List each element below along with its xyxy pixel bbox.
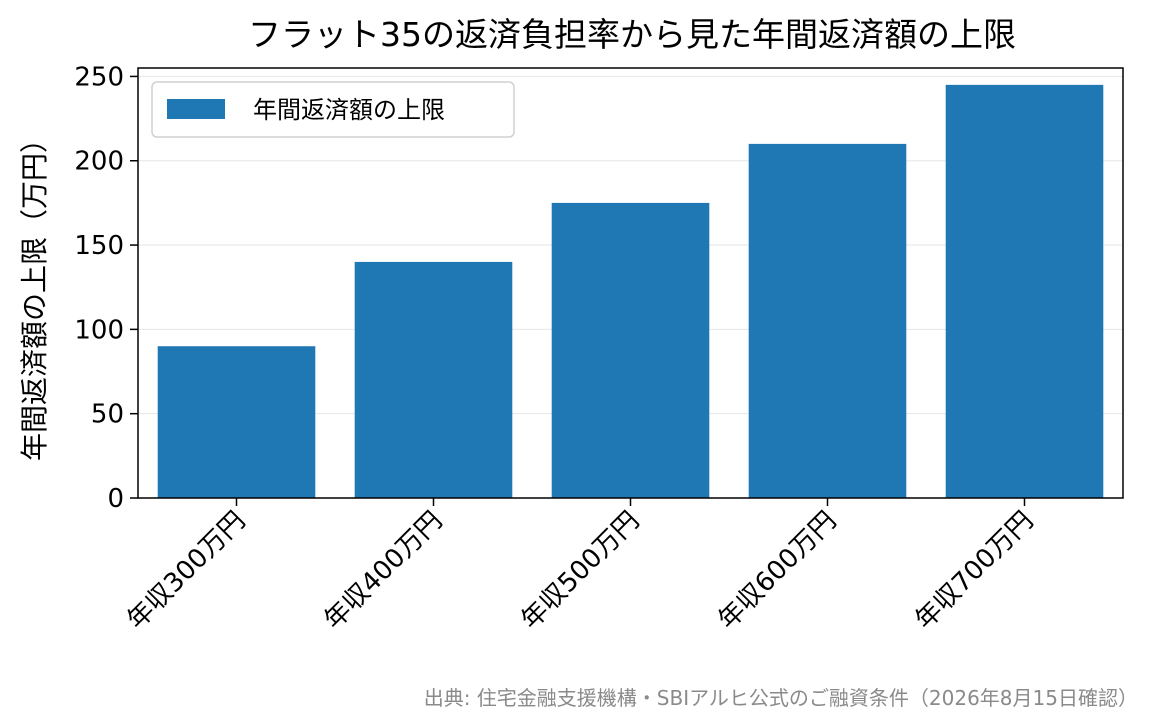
x-tick-label: 年収300万円 xyxy=(122,506,252,636)
y-axis-ticks: 0 50 100 150 200 250 xyxy=(74,62,138,514)
bar xyxy=(157,346,316,498)
y-tick-label: 50 xyxy=(91,400,124,430)
legend-box xyxy=(151,81,515,138)
bars xyxy=(157,84,1104,499)
y-tick-label: 100 xyxy=(74,315,124,345)
bar xyxy=(551,202,710,498)
x-tick-label: 年収400万円 xyxy=(319,506,449,636)
x-axis-ticks: 年収300万円 年収400万円 年収500万円 年収600万円 年収700万円 xyxy=(122,498,1040,636)
y-tick-label: 150 xyxy=(74,231,124,261)
legend: 年間返済額の上限 xyxy=(151,81,515,138)
x-tick-label: 年収600万円 xyxy=(713,506,843,636)
bar xyxy=(354,261,513,498)
bar xyxy=(748,143,907,498)
chart-title: フラット35の返済負担率から見た年間返済額の上限 xyxy=(248,15,1016,54)
plot-frame xyxy=(137,67,1124,499)
y-tick-label: 200 xyxy=(74,147,124,177)
y-tick-label: 250 xyxy=(74,62,124,92)
legend-label: 年間返済額の上限 xyxy=(253,96,445,124)
bar xyxy=(945,84,1104,499)
legend-swatch xyxy=(167,99,225,119)
source-note: 出典: 住宅金融支援機構・SBIアルヒ公式のご融資条件（2026年8月15日確認… xyxy=(424,686,1138,710)
y-axis-label: 年間返済額の上限（万円） xyxy=(18,125,51,461)
x-tick-label: 年収700万円 xyxy=(910,506,1040,636)
y-tick-label: 0 xyxy=(107,484,124,514)
x-tick-label: 年収500万円 xyxy=(516,506,646,636)
